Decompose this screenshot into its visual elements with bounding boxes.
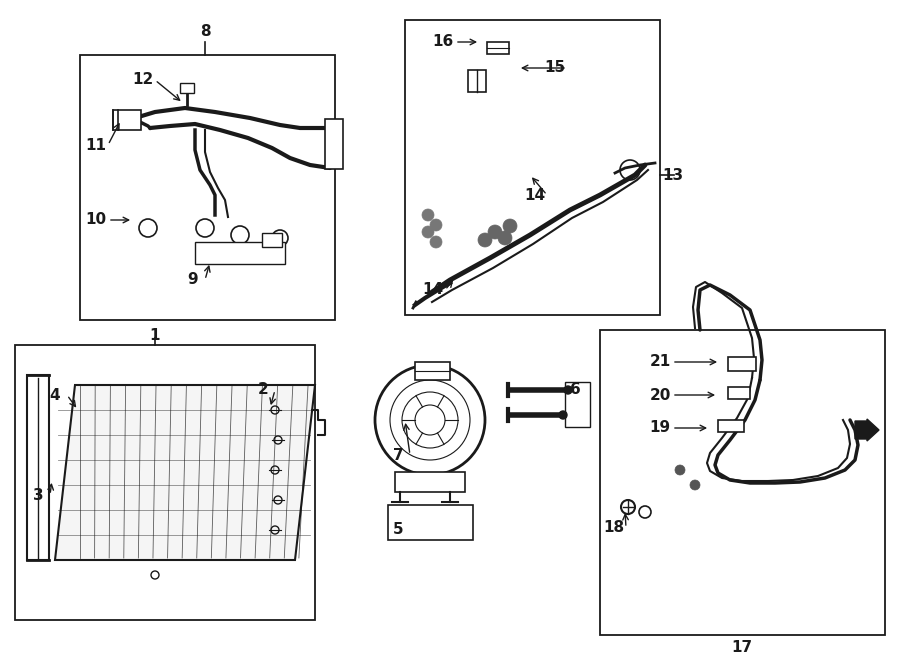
Bar [718,420,744,432]
Text: 15: 15 [544,61,565,75]
Bar [415,362,450,380]
Text: 11: 11 [86,137,106,153]
Bar [405,20,660,315]
Bar [195,242,285,264]
Circle shape [422,209,434,221]
Text: 2: 2 [257,383,268,397]
Circle shape [675,465,685,475]
Bar [468,70,486,92]
Text: 17: 17 [732,641,752,656]
Bar [565,382,590,427]
Text: 14: 14 [422,282,444,297]
Bar [728,357,756,371]
Bar [262,233,282,247]
Bar [27,375,49,560]
Bar [395,472,465,492]
Text: 3: 3 [32,488,43,502]
Circle shape [498,231,512,245]
Bar [113,110,141,130]
Text: 8: 8 [200,24,211,40]
Text: 14: 14 [525,188,545,202]
Text: 9: 9 [188,272,198,288]
Text: 6: 6 [570,383,580,397]
Bar [325,119,343,169]
Circle shape [559,411,567,419]
Bar [600,330,885,635]
Text: 4: 4 [50,387,60,403]
Text: 13: 13 [662,167,684,182]
Text: 20: 20 [649,387,670,403]
Circle shape [430,219,442,231]
Circle shape [690,480,700,490]
Text: 18: 18 [603,520,625,535]
Circle shape [430,236,442,248]
Text: 21: 21 [650,354,670,369]
Text: 19: 19 [650,420,670,436]
Text: 10: 10 [86,212,106,227]
Circle shape [564,386,572,394]
Bar [388,505,473,540]
Polygon shape [55,385,315,560]
Text: 16: 16 [432,34,454,50]
Text: 12: 12 [132,73,154,87]
Bar [80,55,335,320]
Text: 5: 5 [392,522,403,537]
Bar [15,345,315,620]
Bar [728,387,750,399]
FancyArrow shape [855,419,879,441]
Circle shape [503,219,517,233]
Circle shape [478,233,492,247]
Bar [487,42,509,54]
Text: 1: 1 [149,327,160,342]
Circle shape [422,226,434,238]
Bar [180,83,194,93]
Circle shape [488,225,502,239]
Text: 7: 7 [392,447,403,463]
